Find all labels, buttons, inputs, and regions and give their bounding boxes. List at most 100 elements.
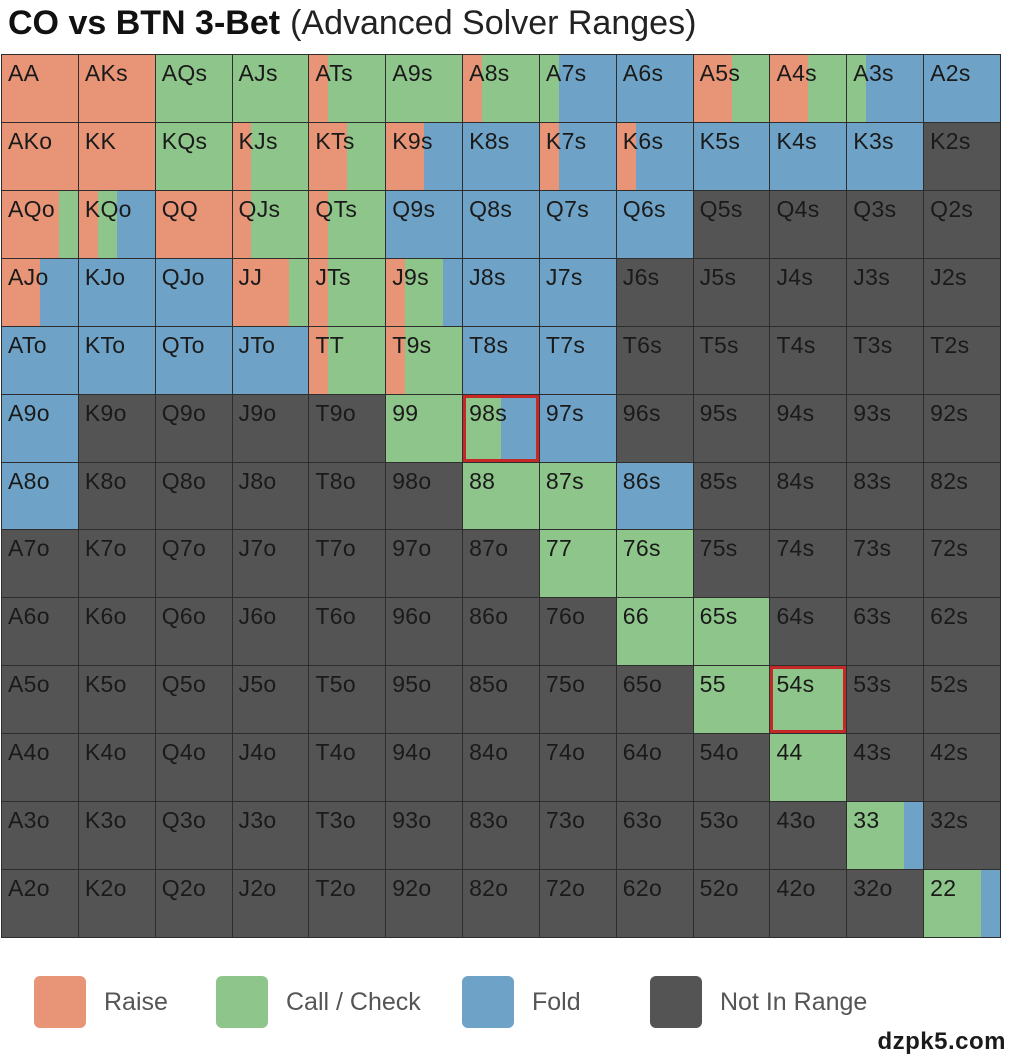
hand-label: 52o bbox=[699, 875, 739, 902]
hand-cell-Q8s: Q8s bbox=[463, 190, 539, 258]
segment-fold bbox=[904, 802, 924, 870]
hand-cell-92o: 92o bbox=[386, 870, 463, 937]
hand-label: 54s bbox=[776, 671, 815, 698]
hand-cell-87s: 87s bbox=[539, 462, 616, 530]
hand-label: ATo bbox=[8, 331, 47, 358]
hand-label: 54o bbox=[699, 739, 739, 766]
hand-cell-Q2s: Q2s bbox=[924, 190, 1000, 258]
hand-cell-52o: 52o bbox=[693, 870, 770, 937]
hand-cell-Q9s: Q9s bbox=[386, 190, 463, 258]
hand-cell-QTs: QTs bbox=[309, 190, 386, 258]
hand-label: 94s bbox=[776, 399, 815, 426]
hand-label: KQo bbox=[84, 195, 132, 222]
hand-cell-TT: TT bbox=[309, 326, 386, 394]
hand-cell-43s: 43s bbox=[847, 734, 924, 802]
hand-cell-T6s: T6s bbox=[616, 326, 693, 394]
legend-swatch-not-in-range bbox=[650, 976, 702, 1028]
hand-label: T4o bbox=[315, 739, 356, 766]
hand-label: 76o bbox=[545, 603, 586, 630]
segment-fold bbox=[616, 55, 693, 122]
segment-call bbox=[539, 462, 616, 530]
hand-label: KTo bbox=[84, 331, 126, 358]
hand-cell-85s: 85s bbox=[693, 462, 770, 530]
hand-label: QTo bbox=[161, 331, 205, 358]
hand-cell-99: 99 bbox=[386, 394, 463, 462]
segment-call bbox=[347, 122, 386, 190]
segment-raise bbox=[309, 55, 329, 122]
hand-cell-KQo: KQo bbox=[78, 190, 155, 258]
hand-label: T8o bbox=[315, 467, 356, 494]
hand-label: Q5o bbox=[161, 671, 207, 698]
hand-label: 62s bbox=[930, 603, 969, 630]
hand-cell-K8s: K8s bbox=[463, 122, 539, 190]
segment-call bbox=[386, 394, 463, 462]
hand-cell-64o: 64o bbox=[616, 734, 693, 802]
segment-raise bbox=[232, 190, 252, 258]
hand-cell-AKo: AKo bbox=[2, 122, 78, 190]
hand-cell-87o: 87o bbox=[463, 530, 539, 598]
segment-call bbox=[328, 190, 386, 258]
hand-cell-A8o: A8o bbox=[2, 462, 78, 530]
hand-label: A8o bbox=[8, 467, 50, 494]
segment-call bbox=[155, 55, 232, 122]
hand-cell-A4s: A4s bbox=[770, 55, 847, 122]
segment-call bbox=[539, 530, 616, 598]
hand-label: 72o bbox=[545, 875, 586, 902]
hand-cell-A4o: A4o bbox=[2, 734, 78, 802]
hand-label: 82s bbox=[930, 467, 969, 494]
hand-cell-85o: 85o bbox=[463, 666, 539, 734]
segment-call bbox=[463, 394, 501, 462]
hand-label: AQs bbox=[161, 60, 208, 86]
segment-call bbox=[731, 55, 770, 122]
hand-cell-88: 88 bbox=[463, 462, 539, 530]
hand-label: A7o bbox=[8, 535, 50, 562]
hand-cell-33: 33 bbox=[847, 802, 924, 870]
hand-label: QJs bbox=[238, 195, 281, 222]
segment-fold bbox=[558, 122, 616, 190]
hand-cell-T6o: T6o bbox=[309, 598, 386, 666]
hand-cell-95s: 95s bbox=[693, 394, 770, 462]
hand-cell-83o: 83o bbox=[463, 802, 539, 870]
hand-label: 53o bbox=[699, 807, 739, 834]
hand-cell-JTo: JTo bbox=[232, 326, 309, 394]
hand-cell-A9s: A9s bbox=[386, 55, 463, 122]
hand-label: 43s bbox=[853, 739, 892, 766]
hand-label: J4s bbox=[776, 263, 814, 290]
segment-fold bbox=[539, 190, 616, 258]
segment-fold bbox=[981, 870, 1000, 937]
segment-fold bbox=[847, 122, 924, 190]
hand-label: AA bbox=[8, 60, 40, 86]
hand-label: J3s bbox=[853, 263, 890, 290]
segment-fold bbox=[463, 258, 539, 326]
segment-call bbox=[847, 802, 905, 870]
segment-fold bbox=[443, 258, 463, 326]
hand-label: KK bbox=[84, 127, 117, 154]
hand-cell-J5o: J5o bbox=[232, 666, 309, 734]
hand-label: 99 bbox=[392, 399, 419, 426]
hand-cell-A6s: A6s bbox=[616, 55, 693, 122]
hand-cell-32o: 32o bbox=[847, 870, 924, 937]
hand-cell-62o: 62o bbox=[616, 870, 693, 937]
segment-call bbox=[251, 122, 309, 190]
hand-label: AKs bbox=[84, 60, 128, 86]
segment-fold bbox=[866, 55, 924, 122]
hand-cell-AJs: AJs bbox=[232, 55, 309, 122]
hand-label: K9s bbox=[392, 127, 433, 154]
hand-label: T7s bbox=[545, 331, 586, 358]
hand-cell-J2s: J2s bbox=[924, 258, 1000, 326]
hand-label: KTs bbox=[315, 127, 355, 154]
hand-cell-62s: 62s bbox=[924, 598, 1000, 666]
hand-cell-T2o: T2o bbox=[309, 870, 386, 937]
hand-label: T3o bbox=[315, 807, 356, 834]
hand-label: 97o bbox=[392, 535, 432, 562]
hand-cell-A2s: A2s bbox=[924, 55, 1000, 122]
segment-fold bbox=[232, 326, 309, 394]
segment-fold bbox=[463, 326, 539, 394]
hand-label: 53s bbox=[853, 671, 892, 698]
hand-cell-A5s: A5s bbox=[693, 55, 770, 122]
hand-cell-93s: 93s bbox=[847, 394, 924, 462]
segment-raise bbox=[2, 122, 78, 190]
hand-label: 75s bbox=[699, 535, 738, 562]
hand-cell-K5o: K5o bbox=[78, 666, 155, 734]
hand-label: 97s bbox=[545, 399, 584, 426]
